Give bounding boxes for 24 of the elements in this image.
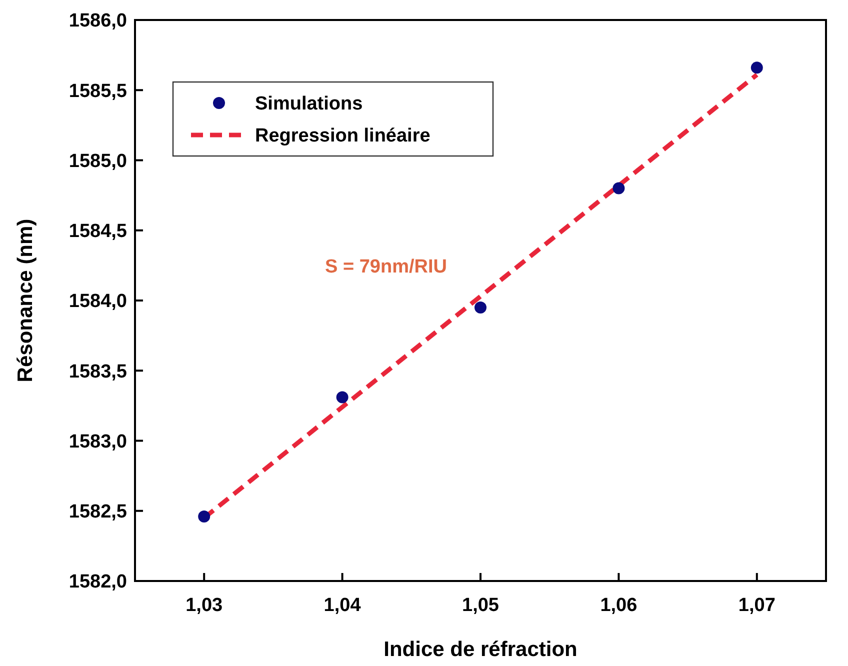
y-tick-label: 1585,0 [68,150,127,172]
y-tick-label: 1586,0 [68,10,127,32]
y-tick-label: 1582,0 [68,572,127,593]
x-axis-title: Indice de réfraction [384,638,578,661]
point [474,302,486,314]
x-tick-label: 1,07 [738,595,776,616]
point [198,510,210,522]
annotation: S = 79nm/RIU [325,256,447,278]
legend-label: Regression linéaire [255,126,430,147]
x-tick-label: 1,05 [462,595,500,616]
point [750,62,763,74]
point [612,182,625,194]
y-tick-label: 1583,5 [68,361,128,382]
legend-label: Simulations [255,94,363,115]
x-tick-label: 1,04 [324,595,362,616]
y-tick-label: 1584,0 [68,291,127,312]
y-axis-title: Résonance (nm) [14,218,37,382]
point [336,391,348,404]
y-tick-label: 1584,5 [68,221,128,242]
x-tick-label: 1,06 [600,595,638,616]
y-tick-label: 1583,0 [68,431,127,452]
y-tick-label: 1582,5 [68,502,128,523]
y-tick-label: 1585,5 [68,80,128,102]
x-tick-label: 1,03 [186,595,223,616]
